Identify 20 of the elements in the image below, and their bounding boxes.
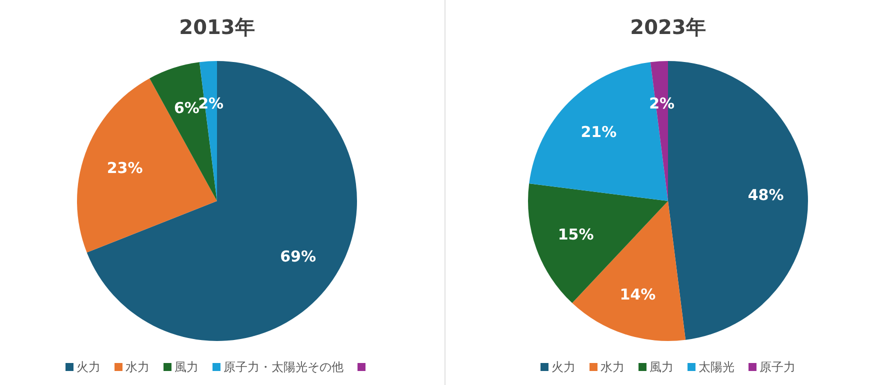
data-label: 21% <box>580 122 617 141</box>
legend-label: 太陽光 <box>698 360 734 374</box>
chart-title: 2023年 <box>630 15 706 39</box>
legend-label: 火力 <box>76 360 100 374</box>
legend-label: 風力 <box>650 360 674 374</box>
pie-slice <box>86 61 357 341</box>
legend-label: 水力 <box>600 360 624 374</box>
data-label: 48% <box>748 186 784 204</box>
data-label: 14% <box>620 285 656 304</box>
legend-label: 原子力 <box>760 360 796 374</box>
legend-label: 火力 <box>552 360 576 374</box>
pie-slice <box>528 183 668 304</box>
legend-label: 水力 <box>126 360 150 374</box>
data-label: 15% <box>558 225 594 244</box>
data-label: 23% <box>106 159 143 178</box>
data-label: 6% <box>174 99 200 118</box>
chart-title: 2013年 <box>179 15 255 39</box>
data-label: 69% <box>280 247 316 266</box>
legend-label: 原子力・太陽光その他 <box>224 360 344 374</box>
legend-label: 風力 <box>174 360 198 374</box>
